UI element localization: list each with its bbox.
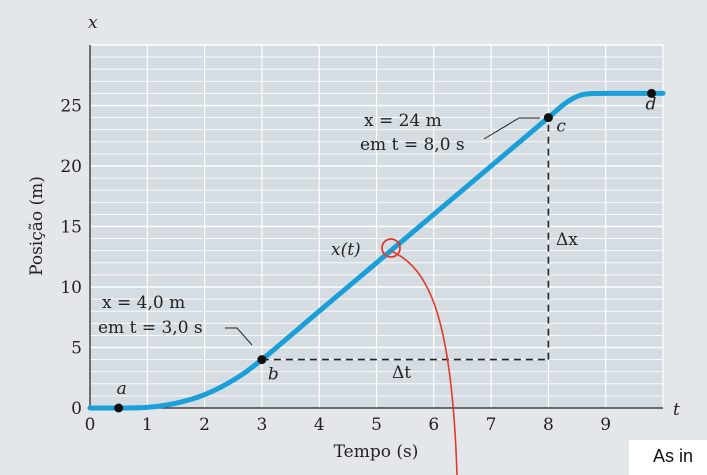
- series-line-x-t: [87, 90, 666, 411]
- delta-x-label: Δx: [556, 230, 578, 250]
- x-tick-label: 9: [600, 415, 611, 435]
- x-tick-label: 8: [543, 415, 554, 435]
- point-a-label: a: [117, 379, 127, 399]
- x-tick-label: 3: [256, 415, 267, 435]
- annotation-b-line1: x = 4,0 m: [102, 293, 185, 313]
- x-tick-label: 4: [314, 415, 325, 435]
- y-tick-label: 10: [60, 278, 82, 298]
- y-tick-label: 15: [60, 218, 82, 238]
- leader-c: [483, 117, 540, 140]
- highlight-circle: [381, 238, 401, 258]
- axes: [89, 45, 663, 409]
- point-a-marker: [114, 403, 124, 413]
- y-axis-title: Posição (m): [27, 176, 47, 276]
- leader-b: [225, 327, 253, 346]
- y-axis-symbol: x: [88, 13, 98, 33]
- delta-guides: [261, 117, 550, 361]
- point-c-marker: [543, 113, 553, 123]
- x-axis-title: Tempo (s): [334, 442, 419, 462]
- point-b-label: b: [268, 365, 279, 385]
- point-markers: a b c d: [114, 88, 657, 413]
- tick-labels: 0 1 2 3 4 5 6 7 8 9 0 5 10 15 20 25: [60, 97, 611, 436]
- y-tick-label: 0: [71, 399, 82, 419]
- y-tick-label: 5: [71, 339, 82, 359]
- point-d-label: d: [646, 94, 657, 114]
- y-tick-label: 25: [60, 97, 82, 117]
- x-tick-label: 7: [486, 415, 497, 435]
- overflow-caption-text: As in: [629, 440, 707, 475]
- x-tick-label: 1: [142, 415, 153, 435]
- point-d-marker: [647, 88, 657, 98]
- delta-t-label: Δt: [392, 363, 411, 383]
- x-tick-label: 5: [371, 415, 382, 435]
- annotation-c-line1: x = 24 m: [364, 111, 442, 131]
- point-c-label: c: [556, 117, 566, 137]
- x-axis-symbol: t: [673, 400, 680, 420]
- annotation-b-line2: em t = 3,0 s: [98, 318, 203, 338]
- point-b-marker: [257, 355, 267, 365]
- y-tick-label: 20: [60, 157, 82, 177]
- x-tick-label: 2: [199, 415, 210, 435]
- annotation-c-line2: em t = 8,0 s: [360, 135, 465, 155]
- curve-label: x(t): [331, 240, 361, 260]
- tangent-callout-curve: [390, 250, 458, 475]
- x-tick-label: 6: [428, 415, 439, 435]
- x-tick-label: 0: [85, 415, 96, 435]
